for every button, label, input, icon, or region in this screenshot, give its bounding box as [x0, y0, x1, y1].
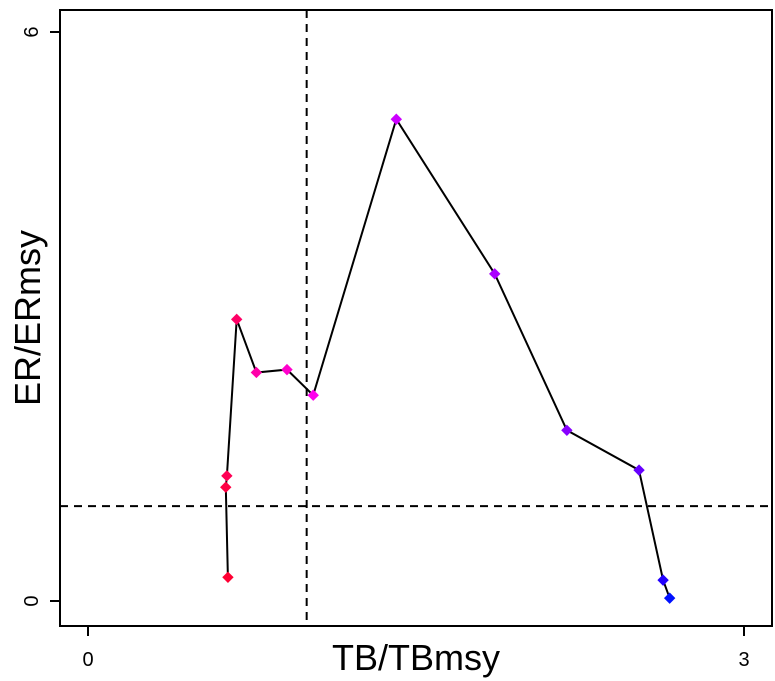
y-tick-label-6: 6 [21, 26, 43, 37]
data-point [230, 313, 243, 326]
y-tick-label-0: 0 [21, 595, 43, 606]
data-point [663, 592, 676, 604]
data-point [250, 366, 263, 379]
reference-lines [60, 10, 772, 626]
y-axis: 0 6 ER/ERmsy [7, 26, 60, 607]
series-line [224, 116, 671, 599]
x-tick-label-0: 0 [82, 649, 93, 671]
data-point [390, 113, 403, 125]
x-axis-title: TB/TBmsy [332, 637, 500, 678]
data-point [220, 481, 232, 493]
plot-frame [59, 9, 773, 627]
data-point [657, 574, 669, 586]
data-point [222, 571, 234, 583]
series-layer [220, 113, 676, 604]
data-point [489, 268, 501, 280]
data-point [633, 464, 645, 476]
data-point [307, 389, 319, 401]
x-axis: 0 3 TB/TBmsy [82, 626, 750, 678]
data-point [281, 363, 293, 376]
data-point [221, 470, 233, 482]
x-tick-label-3: 3 [738, 649, 749, 671]
y-axis-title: ER/ERmsy [7, 230, 48, 406]
data-point [561, 424, 573, 437]
